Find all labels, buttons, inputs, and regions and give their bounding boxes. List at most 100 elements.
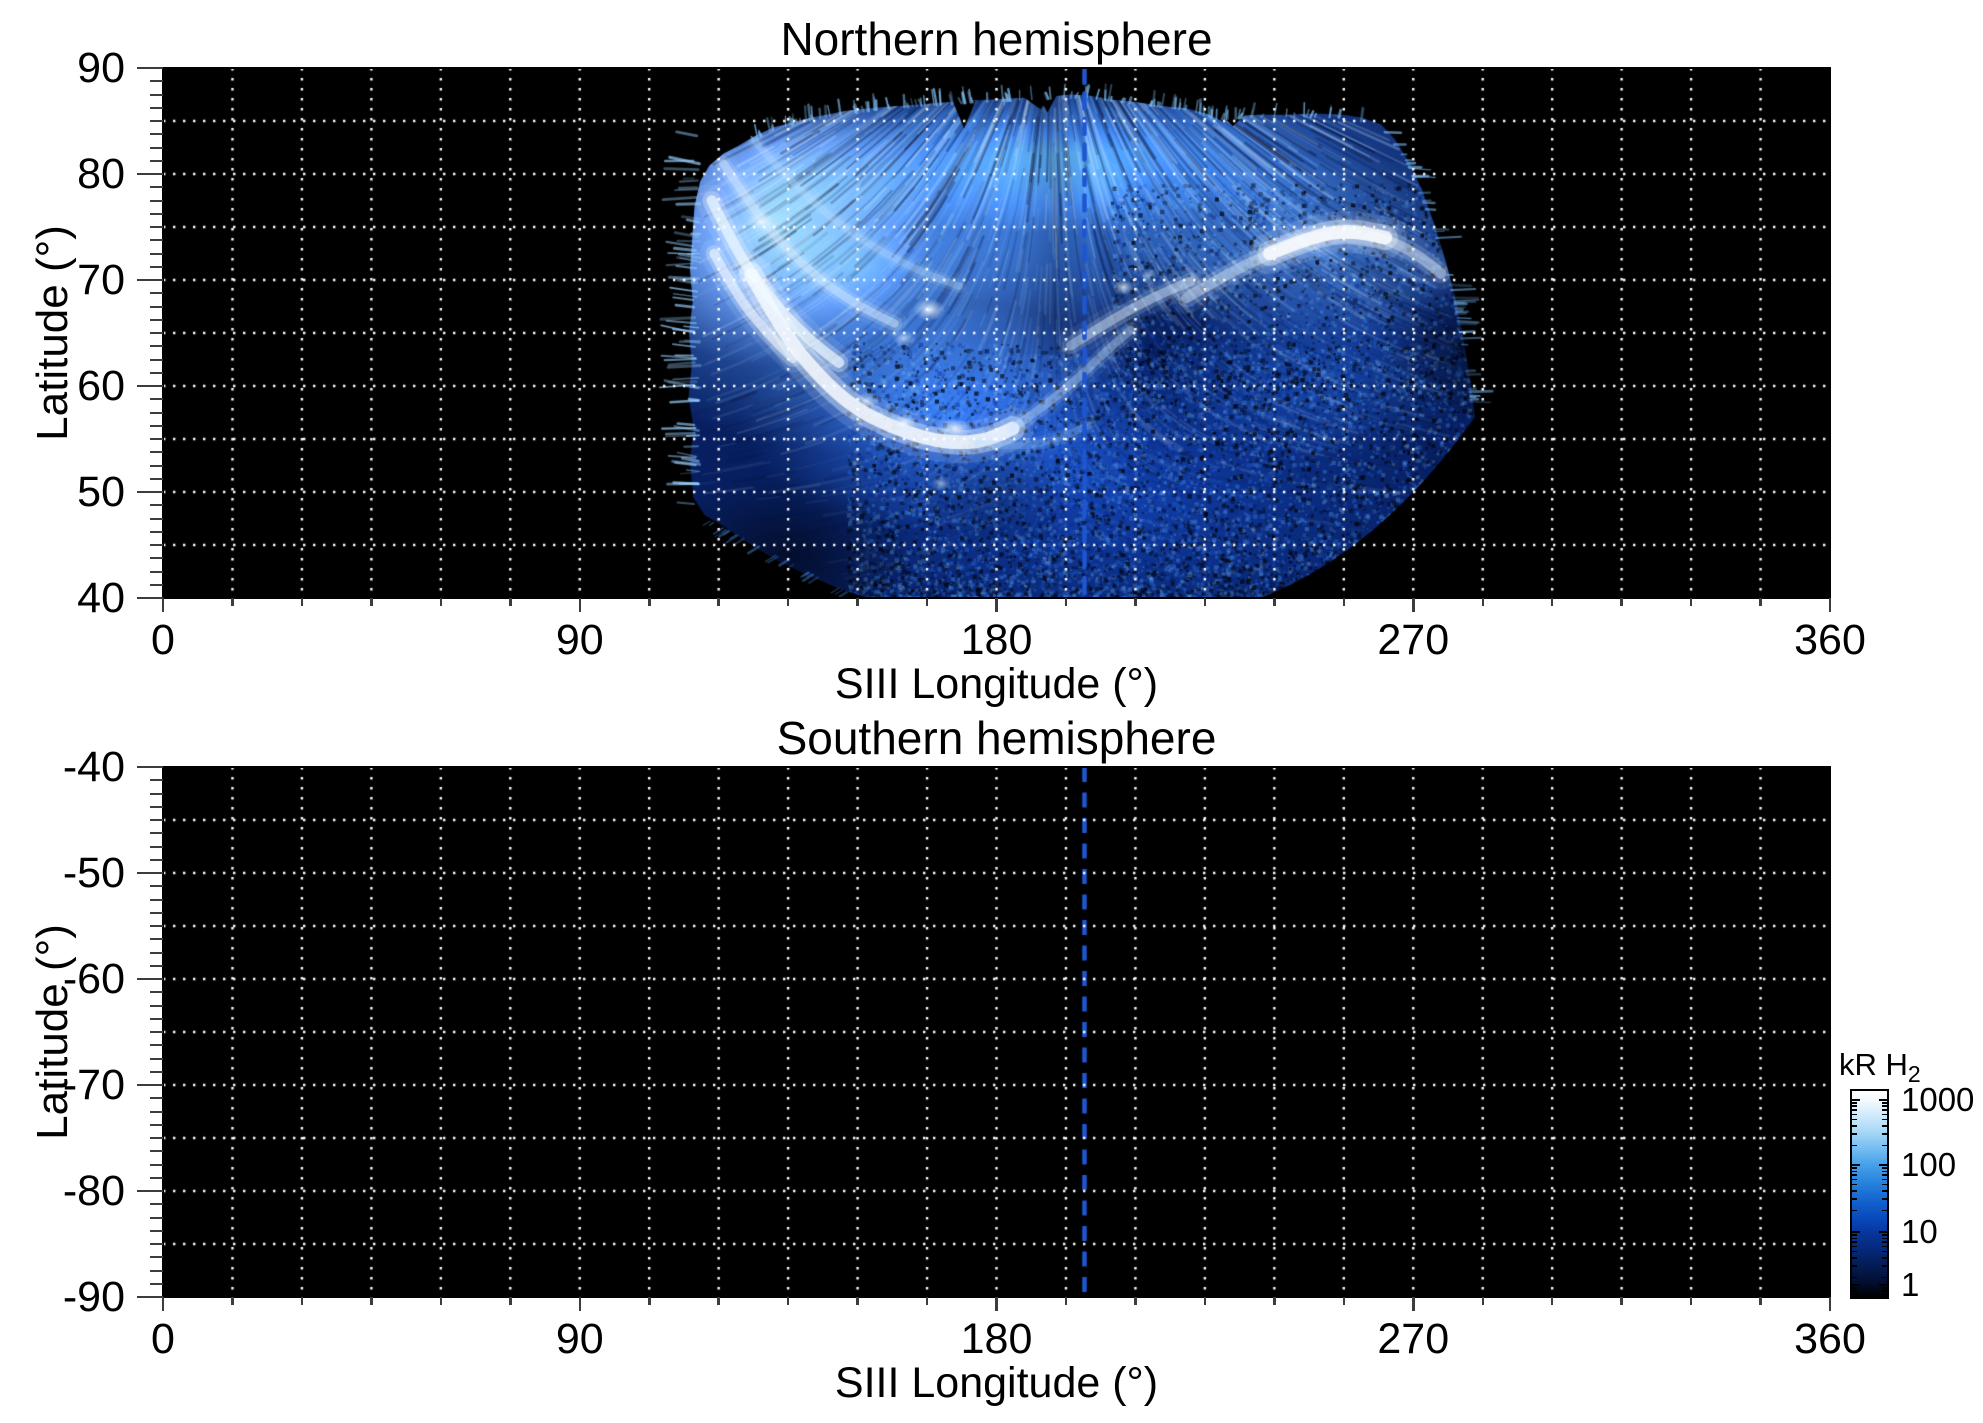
colorbar-tick-label: 100 (1901, 1146, 1957, 1184)
x-minor-tick (1064, 1297, 1068, 1305)
colorbar-unit-subscript: 2 (1907, 1061, 1921, 1088)
y-minor-tick (150, 1176, 163, 1179)
colorbar-minor-tick (1882, 1198, 1887, 1200)
colorbar-tick-label: 1000 (1901, 1080, 1975, 1118)
colorbar-minor-tick (1882, 1190, 1887, 1192)
x-minor-tick (300, 1297, 304, 1305)
y-tick-label: -60 (62, 955, 125, 1003)
x-minor-tick (1342, 1297, 1346, 1305)
y-major-tick (137, 1083, 163, 1087)
y-minor-tick (150, 1163, 163, 1166)
y-minor-tick (150, 252, 163, 255)
colorbar-minor-tick (1882, 1174, 1887, 1176)
colorbar-minor-tick (1882, 1276, 1887, 1279)
y-minor-tick (150, 146, 163, 149)
x-minor-tick (1134, 598, 1137, 606)
colorbar-minor-tick (1882, 1234, 1887, 1236)
x-minor-tick (925, 598, 929, 606)
y-minor-tick (150, 464, 163, 467)
colorbar-minor-tick (1852, 1170, 1857, 1173)
y-minor-tick (150, 570, 163, 573)
colorbar-minor-tick (1882, 1287, 1887, 1289)
x-minor-tick (1342, 598, 1346, 606)
y-major-tick (137, 977, 163, 981)
north-heatmap-canvas (163, 68, 1830, 598)
colorbar-unit-label: kR H2 (1839, 1047, 1921, 1088)
y-minor-tick (150, 371, 163, 374)
colorbar-minor-tick (1882, 1241, 1887, 1243)
y-major-tick (137, 66, 163, 70)
colorbar-minor-tick (1852, 1183, 1857, 1186)
colorbar-minor-tick (1882, 1113, 1887, 1116)
x-tick-label: 180 (960, 1315, 1033, 1363)
y-minor-tick (150, 332, 163, 334)
colorbar-minor-tick (1852, 1109, 1857, 1111)
x-major-tick (161, 1297, 165, 1311)
x-minor-tick (1620, 1297, 1623, 1305)
y-minor-tick (150, 991, 163, 994)
y-minor-tick (150, 199, 163, 202)
south-heatmap-canvas (163, 767, 1830, 1297)
y-minor-tick (150, 1004, 163, 1007)
colorbar-minor-tick (1852, 1113, 1857, 1116)
y-minor-tick (150, 1203, 163, 1206)
colorbar-minor-tick (1852, 1290, 1857, 1293)
x-major-tick (1412, 1297, 1415, 1311)
y-minor-tick (150, 1282, 163, 1285)
x-minor-tick (1203, 1297, 1207, 1305)
colorbar-decade-tick (1879, 1164, 1887, 1167)
colorbar-decade-tick (1852, 1098, 1860, 1101)
y-tick-label: 40 (77, 574, 125, 622)
colorbar-minor-tick (1882, 1170, 1887, 1173)
y-minor-tick (150, 1137, 163, 1139)
y-minor-tick (150, 438, 163, 440)
x-minor-tick (1689, 598, 1693, 606)
x-minor-tick (231, 598, 234, 606)
north-x-axis-label: SIII Longitude (°) (834, 660, 1159, 708)
colorbar-minor-tick (1882, 1237, 1887, 1240)
x-major-tick (1828, 598, 1832, 612)
y-minor-tick (150, 120, 163, 122)
x-minor-tick (856, 598, 859, 606)
colorbar-minor-tick (1852, 1178, 1857, 1181)
x-minor-tick (1064, 598, 1068, 606)
y-minor-tick (150, 318, 163, 321)
y-minor-tick (150, 292, 163, 295)
x-minor-tick (856, 1297, 859, 1305)
x-minor-tick (717, 1297, 720, 1305)
y-tick-label: 70 (77, 256, 125, 304)
colorbar-minor-tick (1852, 1294, 1857, 1296)
x-minor-tick (1689, 1297, 1693, 1305)
colorbar-decade-tick (1879, 1098, 1887, 1101)
y-tick-label: 90 (77, 44, 125, 92)
y-minor-tick (150, 911, 163, 914)
colorbar-minor-tick (1882, 1294, 1887, 1296)
y-minor-tick (150, 93, 163, 96)
colorbar-minor-tick (1882, 1125, 1887, 1127)
y-tick-label: 60 (77, 362, 125, 410)
y-minor-tick (150, 517, 163, 520)
y-tick-label: -90 (62, 1273, 125, 1321)
colorbar-minor-tick (1882, 1105, 1887, 1108)
y-minor-tick (150, 358, 163, 361)
x-minor-tick (925, 1297, 929, 1305)
y-major-tick (137, 871, 163, 875)
y-minor-tick (150, 212, 163, 215)
colorbar-minor-tick (1852, 1144, 1857, 1147)
y-major-tick (137, 490, 163, 494)
y-tick-label: 80 (77, 150, 125, 198)
x-minor-tick (300, 598, 304, 606)
x-minor-tick (370, 1297, 373, 1305)
colorbar-minor-tick (1882, 1209, 1887, 1212)
y-minor-tick (150, 845, 163, 848)
y-major-tick (137, 1189, 163, 1193)
x-minor-tick (648, 1297, 651, 1305)
x-minor-tick (509, 1297, 512, 1305)
south-title: Southern hemisphere (776, 712, 1217, 764)
x-major-tick (161, 598, 165, 612)
x-tick-label: 90 (555, 1315, 604, 1363)
y-minor-tick (150, 106, 163, 109)
colorbar-minor-tick (1882, 1109, 1887, 1111)
colorbar-minor-tick (1852, 1102, 1857, 1104)
y-minor-tick (150, 1123, 163, 1126)
